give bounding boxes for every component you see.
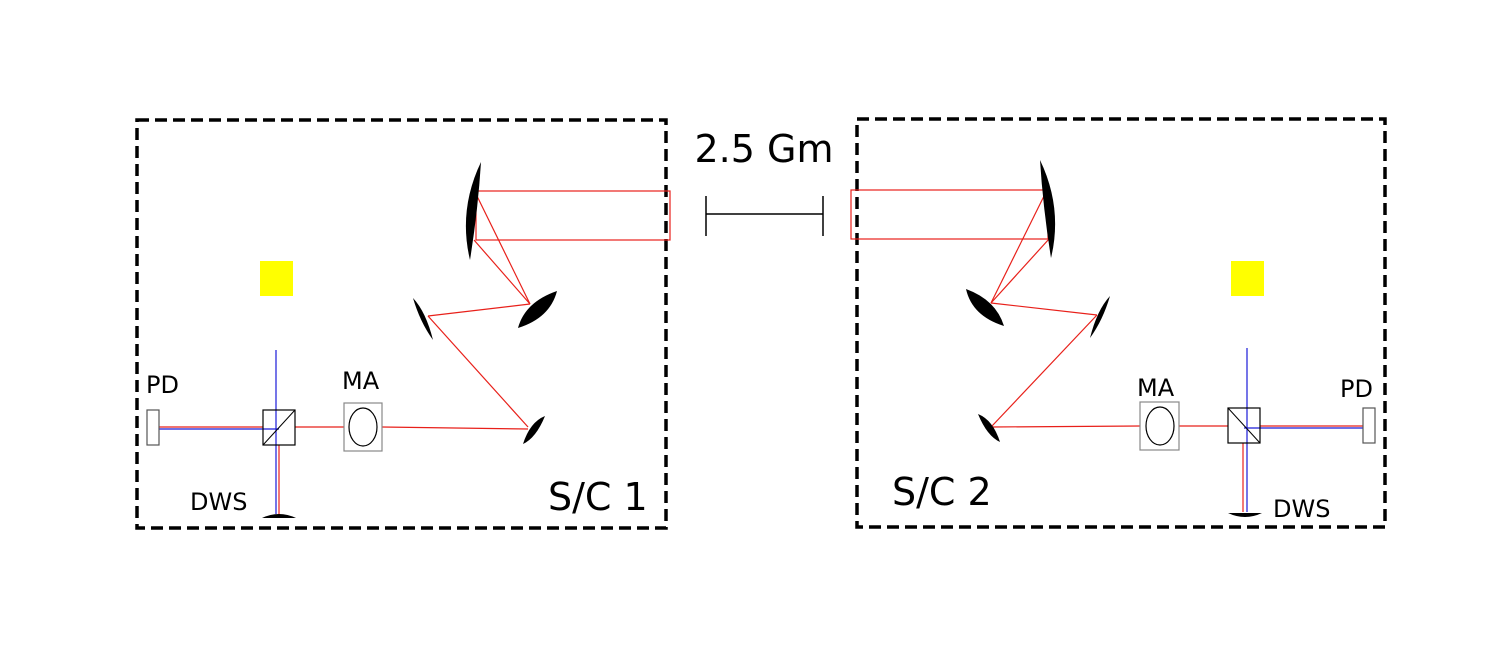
spacecraft-1-dws-detector — [262, 514, 296, 518]
spacecraft-2-photodetector — [1362, 407, 1376, 444]
spacecraft-2-primary-mirror — [1040, 160, 1056, 258]
spacecraft-1: PD MA DWS S/C 1 — [135, 118, 671, 530]
spacecraft-2-label: S/C 2 — [892, 470, 992, 514]
spacecraft-1-photodetector — [146, 409, 160, 446]
spacecraft-2: PD MA DWS S/C 2 — [850, 117, 1387, 529]
spacecraft-2-fold-mirror — [1090, 296, 1110, 338]
spacecraft-1-beam-splitter — [262, 409, 296, 446]
spacecraft-1-dws-label: DWS — [190, 488, 247, 516]
spacecraft-1-pd-label: PD — [146, 371, 179, 399]
spacecraft-1-primary-mirror — [465, 162, 481, 260]
spacecraft-1-mode-analyzer — [343, 402, 383, 452]
spacecraft-2-frame — [855, 117, 1387, 529]
spacecraft-2-dws-label: DWS — [1273, 495, 1330, 523]
spacecraft-2-steering-mirror — [978, 414, 1000, 442]
spacecraft-2-local-beam — [1244, 348, 1363, 512]
spacecraft-2-secondary-mirror — [966, 289, 1004, 326]
spacecraft-1-label: S/C 1 — [548, 475, 648, 519]
spacecraft-1-steering-mirror — [523, 416, 545, 444]
spacecraft-1-frame — [135, 118, 668, 530]
spacecraft-2-ma-label: MA — [1137, 374, 1175, 402]
spacecraft-1-beam-path — [159, 190, 671, 514]
spacecraft-1-test-mass — [260, 261, 293, 296]
spacecraft-2-mode-analyzer — [1139, 401, 1180, 451]
spacecraft-1-ma-label: MA — [342, 367, 380, 395]
spacecraft-2-beam-splitter — [1227, 407, 1261, 444]
spacecraft-1-fold-mirror — [413, 298, 433, 340]
spacecraft-2-beam-path — [850, 189, 1363, 512]
spacecraft-2-test-mass — [1231, 261, 1264, 296]
spacecraft-2-pd-label: PD — [1340, 375, 1373, 403]
distance-indicator — [705, 196, 824, 236]
distance-label: 2.5 Gm — [695, 127, 834, 171]
spacecraft-1-local-beam — [159, 350, 279, 514]
spacecraft-2-dws-detector — [1228, 513, 1262, 517]
spacecraft-1-secondary-mirror — [518, 291, 557, 328]
